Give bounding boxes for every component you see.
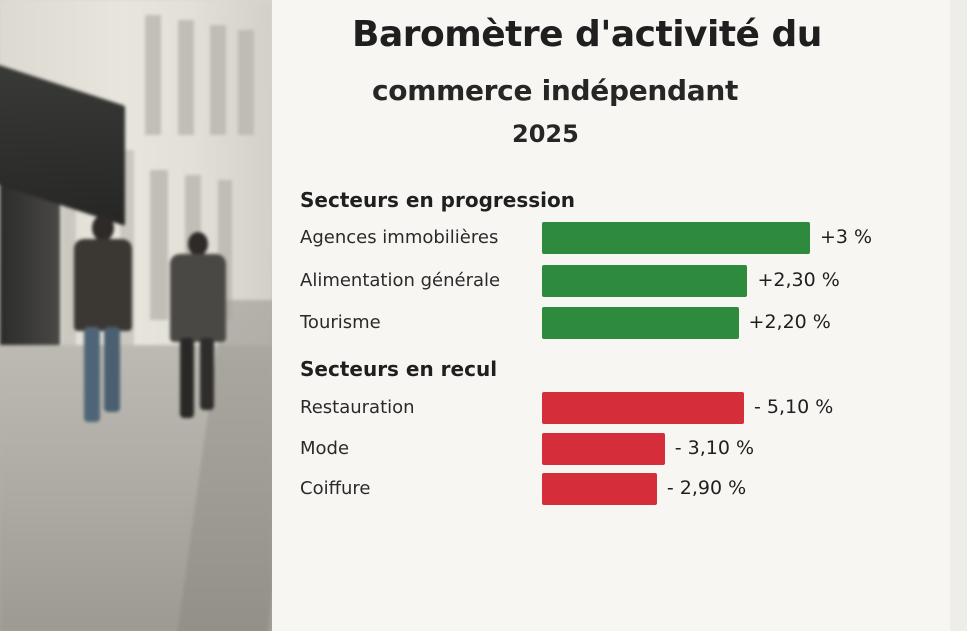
chart-year: 2025 xyxy=(512,120,579,148)
data-label: - 3,10 % xyxy=(674,437,755,459)
data-label: +3 % xyxy=(820,226,873,248)
bar xyxy=(542,307,739,339)
bar xyxy=(542,473,657,505)
chart-subtitle: commerce indépendant xyxy=(372,74,739,107)
data-label: - 5,10 % xyxy=(754,396,834,418)
bar xyxy=(542,265,748,297)
section-heading: Secteurs en progression xyxy=(300,188,575,212)
chart-panel: Baromètre d'activité du commerce indépen… xyxy=(272,0,950,631)
category-label: Agences immobilières xyxy=(300,227,499,248)
bar xyxy=(542,433,665,465)
category-label: Restauration xyxy=(300,397,415,418)
chart-title: Baromètre d'activité du xyxy=(352,14,822,55)
data-label: +2,20 % xyxy=(748,311,831,333)
section-heading: Secteurs en recul xyxy=(300,357,498,381)
category-label: Tourisme xyxy=(300,312,381,333)
street-photo xyxy=(0,0,272,631)
bar xyxy=(542,392,744,424)
bar xyxy=(542,222,810,254)
category-label: Alimentation générale xyxy=(300,270,501,291)
category-label: Mode xyxy=(300,438,350,459)
category-label: Coiffure xyxy=(300,478,371,499)
data-label: - 2,90 % xyxy=(666,477,747,499)
data-label: +2,30 % xyxy=(757,269,840,291)
